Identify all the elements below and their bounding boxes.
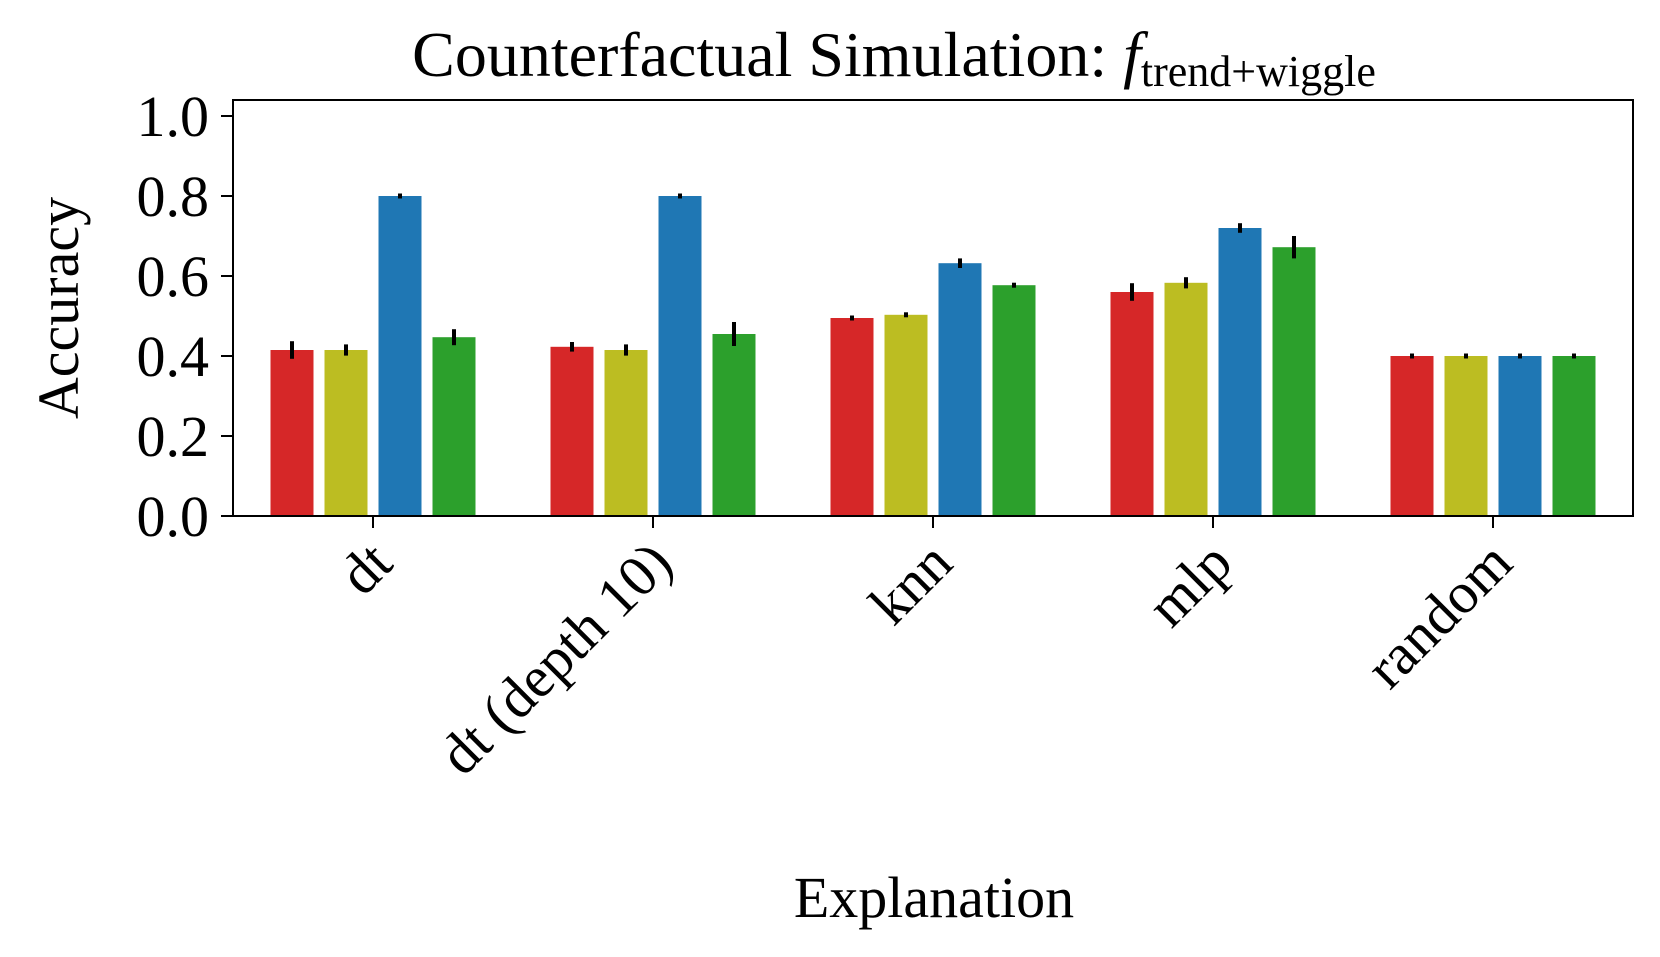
bar <box>378 196 422 516</box>
bar <box>324 350 368 516</box>
bar <box>270 350 314 516</box>
bar <box>550 346 594 516</box>
bar <box>1390 356 1434 516</box>
y-tick-label: 0.4 <box>137 324 210 389</box>
bar <box>992 285 1036 516</box>
chart-title-subscript: trend+wiggle <box>1141 47 1376 96</box>
bar <box>938 263 982 516</box>
bar <box>1272 247 1316 516</box>
bar <box>1444 356 1488 516</box>
x-tick-label: dt <box>326 529 404 607</box>
plot-area <box>270 193 1596 516</box>
y-tick-label: 0.8 <box>137 164 210 229</box>
x-axis-label: Explanation <box>794 865 1074 930</box>
x-tick-label: dt (depth 10) <box>426 529 684 787</box>
bar <box>432 337 476 516</box>
bar <box>658 196 702 516</box>
x-tick-label: random <box>1353 529 1524 700</box>
bar <box>884 314 928 516</box>
bar <box>1164 282 1208 516</box>
y-tick-label: 0.0 <box>137 484 210 549</box>
x-tick-label: knn <box>857 529 964 636</box>
y-axis-label: Accuracy <box>26 197 91 419</box>
bar <box>604 350 648 516</box>
bar <box>1218 228 1262 516</box>
bar <box>712 334 756 516</box>
chart-title-text: Counterfactual Simulation: <box>412 19 1123 90</box>
y-tick-label: 0.2 <box>137 404 210 469</box>
bar <box>1110 292 1154 516</box>
x-tick-label: mlp <box>1134 529 1244 639</box>
bar <box>1552 356 1596 516</box>
bar <box>830 318 874 516</box>
bar <box>1498 356 1542 516</box>
chart-title: Counterfactual Simulation: ftrend+wiggle <box>412 19 1376 96</box>
y-tick-label: 1.0 <box>137 84 210 149</box>
y-tick-label: 0.6 <box>137 244 210 309</box>
